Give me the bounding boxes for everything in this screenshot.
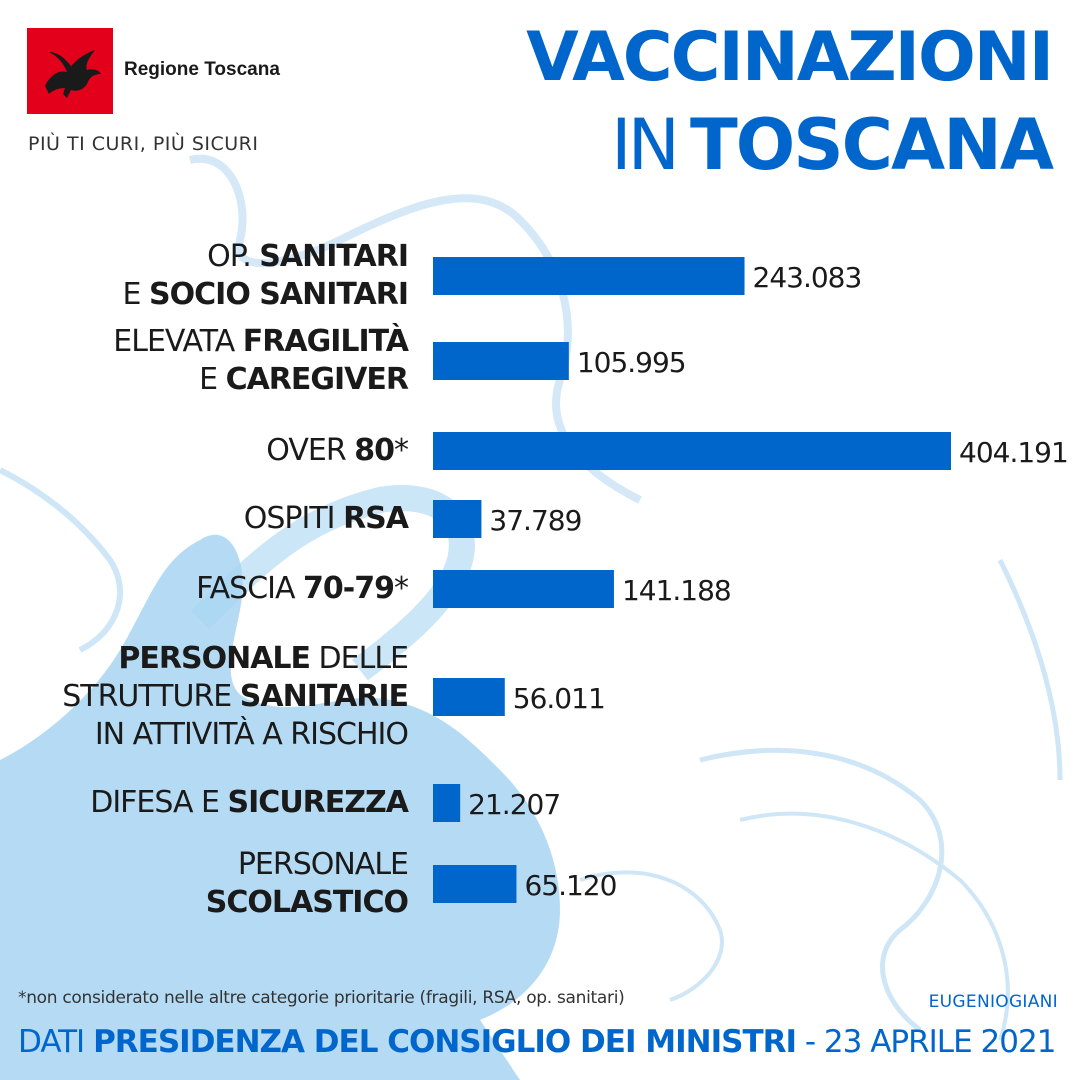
label-segment: E xyxy=(122,277,150,312)
label-segment: OP. xyxy=(207,239,260,274)
bar-5 xyxy=(433,570,614,608)
label-segment: RSA xyxy=(343,501,409,536)
category-label-line: E CAREGIVER xyxy=(113,361,409,399)
label-segment: IN ATTIVITÀ A RISCHIO xyxy=(94,717,409,752)
value-label-6: 56.011 xyxy=(513,682,605,715)
category-label-2: ELEVATA FRAGILITÀ E CAREGIVER xyxy=(113,323,409,399)
source-prefix: DATI xyxy=(18,1024,94,1060)
page-title-line1: VACCINAZIONI xyxy=(526,18,1054,97)
source-line: DATI PRESIDENZA DEL CONSIGLIO DEI MINIST… xyxy=(18,1024,1057,1060)
value-label-2: 105.995 xyxy=(577,346,686,379)
label-segment: E xyxy=(199,362,226,397)
tagline: PIÙ TI CURI, PIÙ SICURI xyxy=(28,133,259,155)
category-label-line: STRUTTURE SANITARIE xyxy=(62,678,409,716)
label-segment: 80 xyxy=(354,433,395,468)
logo-text: Regione Toscana xyxy=(124,59,280,80)
value-label-8: 65.120 xyxy=(524,869,616,902)
category-label-line: DIFESA E SICUREZZA xyxy=(90,784,409,822)
category-label-4: OSPITI RSA xyxy=(243,500,409,538)
label-segment: CAREGIVER xyxy=(225,362,409,397)
label-segment: 70-79 xyxy=(303,571,395,606)
label-segment: STRUTTURE xyxy=(62,679,240,714)
page-title-line2: IN TOSCANA xyxy=(611,104,1054,186)
label-segment: SICUREZZA xyxy=(227,785,409,820)
bar-7 xyxy=(433,784,461,822)
title-toscana: TOSCANA xyxy=(690,104,1054,186)
category-label-line: IN ATTIVITÀ A RISCHIO xyxy=(62,716,409,754)
category-label-7: DIFESA E SICUREZZA xyxy=(90,784,409,822)
value-label-7: 21.207 xyxy=(468,788,560,821)
category-label-1: OP. SANITARI E SOCIO SANITARI xyxy=(122,238,409,314)
title-in: IN xyxy=(611,104,680,186)
label-segment: * xyxy=(394,433,409,468)
category-label-line: OSPITI RSA xyxy=(243,500,409,538)
category-label-line: E SOCIO SANITARI xyxy=(122,276,409,314)
category-label-line: OP. SANITARI xyxy=(123,238,409,276)
label-segment: PERSONALE xyxy=(118,641,311,676)
value-label-4: 37.789 xyxy=(489,504,581,537)
category-label-line: PERSONALE DELLE xyxy=(62,640,409,678)
label-segment: OVER xyxy=(266,433,355,468)
value-label-5: 141.188 xyxy=(622,574,731,607)
category-label-line: FASCIA 70-79* xyxy=(196,570,409,608)
category-label-8: PERSONALE SCOLASTICO xyxy=(205,846,409,922)
bar-4 xyxy=(433,500,482,538)
label-segment: SCOLASTICO xyxy=(205,885,409,920)
footnote: *non considerato nelle altre categorie p… xyxy=(18,988,625,1008)
bar-1 xyxy=(433,257,745,295)
label-segment: FASCIA xyxy=(196,571,304,606)
value-label-1: 243.083 xyxy=(753,261,862,294)
label-segment: FRAGILITÀ xyxy=(242,324,409,359)
category-label-6: PERSONALE DELLE STRUTTURE SANITARIE IN ATT… xyxy=(62,640,409,754)
label-segment: OSPITI xyxy=(243,501,344,536)
label-segment: DELLE xyxy=(310,641,409,676)
label-segment: DIFESA E xyxy=(90,785,228,820)
source-date: - 23 APRILE 2021 xyxy=(796,1024,1057,1060)
credit: EUGENIOGIANI xyxy=(928,992,1058,1012)
label-segment: PERSONALE xyxy=(237,847,409,882)
bar-2 xyxy=(433,342,569,380)
bar-8 xyxy=(433,865,517,903)
regione-toscana-logo xyxy=(27,28,113,114)
bar-6 xyxy=(433,678,505,716)
value-label-3: 404.191 xyxy=(959,436,1068,469)
label-segment: ELEVATA xyxy=(113,324,243,359)
source-name: PRESIDENZA DEL CONSIGLIO DEI MINISTRI xyxy=(93,1024,797,1060)
category-label-line: ELEVATA FRAGILITÀ xyxy=(113,323,409,361)
category-label-line: SCOLASTICO xyxy=(205,884,409,922)
label-segment: * xyxy=(394,571,409,606)
bar-3 xyxy=(433,432,951,470)
pegasus-logo-icon xyxy=(45,50,101,98)
category-label-5: FASCIA 70-79* xyxy=(196,570,409,608)
category-label-line: OVER 80* xyxy=(266,432,409,470)
label-segment: SOCIO SANITARI xyxy=(149,277,409,312)
category-label-3: OVER 80* xyxy=(266,432,409,470)
label-segment: SANITARIE xyxy=(239,679,409,714)
label-segment: SANITARI xyxy=(259,239,409,274)
category-label-line: PERSONALE xyxy=(206,846,409,884)
